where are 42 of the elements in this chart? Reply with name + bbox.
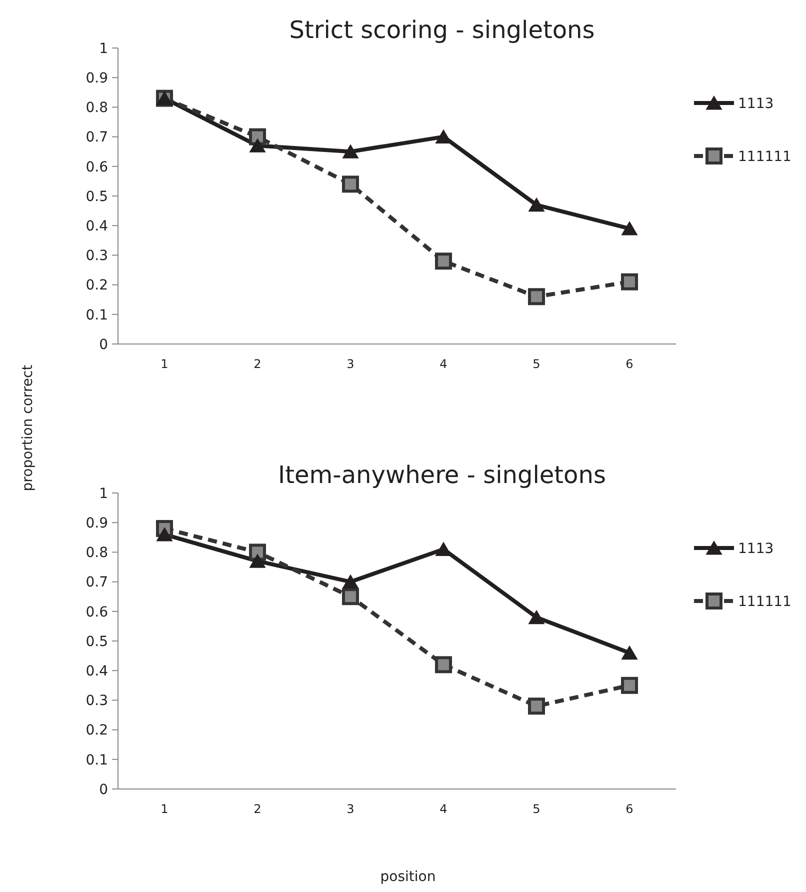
y-tick-label: 0: [99, 336, 108, 353]
y-tick-label: 0.1: [86, 752, 108, 768]
x-tick-label: 3: [346, 357, 354, 371]
y-tick-label: 0.2: [86, 722, 108, 739]
y-tick-label: 0.3: [86, 693, 108, 710]
y-tick-label: 0.8: [86, 545, 108, 562]
x-tick-label: 6: [626, 357, 634, 371]
chart-title: Item-anywhere - singletons: [278, 461, 606, 489]
y-tick-label: 0.3: [86, 248, 108, 264]
y-tick-label: 0.6: [86, 159, 108, 176]
y-tick-label: 0.8: [86, 100, 108, 116]
x-tick-label: 5: [532, 802, 540, 816]
x-axis-title: position: [380, 869, 436, 885]
y-tick-label: 0.1: [86, 307, 108, 324]
y-axis-title: proportion correct: [20, 364, 36, 492]
y-tick-label: 0.5: [86, 634, 108, 650]
y-tick-label: 0.6: [86, 604, 108, 620]
legend-label: 111111: [738, 594, 792, 610]
x-tick-label: 2: [254, 802, 262, 816]
x-tick-label: 6: [626, 802, 634, 816]
x-tick-label: 4: [440, 802, 448, 816]
x-tick-label: 1: [160, 802, 168, 816]
y-tick-label: 0.7: [86, 130, 108, 146]
x-tick-label: 5: [532, 357, 540, 371]
y-tick-label: 0: [99, 782, 108, 798]
legend-label: 1113: [738, 540, 774, 557]
legend-label: 1113: [738, 96, 774, 112]
x-tick-label: 1: [160, 357, 168, 371]
y-tick-label: 1: [99, 486, 108, 502]
chart-title: Strict scoring - singletons: [289, 16, 595, 44]
y-tick-label: 0.9: [86, 70, 108, 86]
y-tick-label: 1: [99, 40, 108, 57]
x-tick-label: 2: [254, 357, 262, 371]
y-tick-label: 0.2: [86, 278, 108, 294]
legend-label: 111111: [738, 148, 792, 165]
y-tick-label: 0.7: [86, 574, 108, 591]
x-tick-label: 3: [346, 802, 354, 816]
y-tick-label: 0.9: [86, 516, 108, 532]
y-tick-label: 0.4: [86, 218, 108, 234]
y-tick-label: 0.4: [86, 664, 108, 680]
x-tick-label: 4: [440, 357, 448, 371]
y-tick-label: 0.5: [86, 188, 108, 205]
